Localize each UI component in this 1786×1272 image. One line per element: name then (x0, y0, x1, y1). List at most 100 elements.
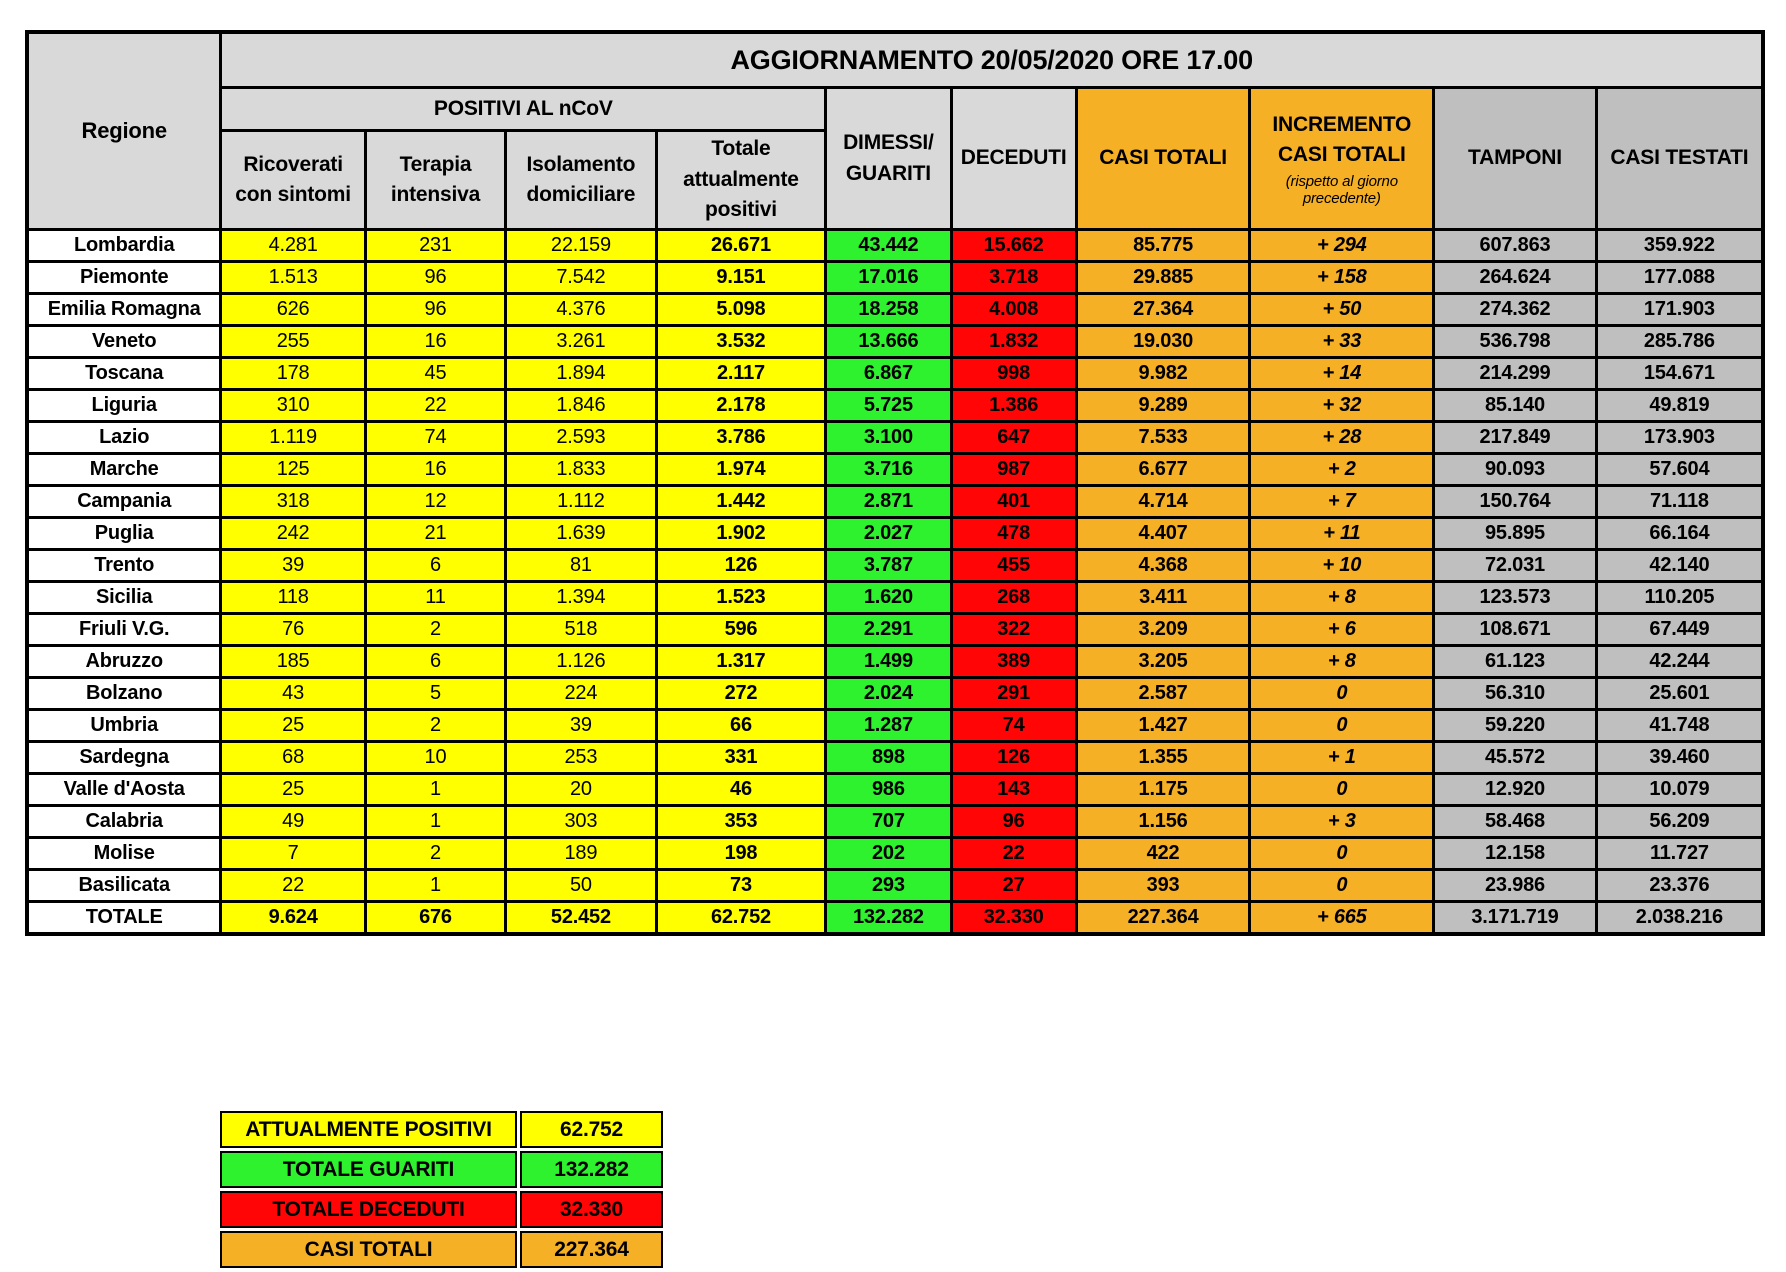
cell-casi-testati: 171.903 (1594, 292, 1765, 327)
cell-casi-totali: 3.411 (1074, 580, 1252, 615)
cell-totale-positivi: 73 (654, 868, 828, 903)
summary-table: ATTUALMENTE POSITIVI 62.752 TOTALE GUARITI… (217, 1108, 666, 1271)
cell-totale-positivi: 272 (654, 676, 828, 711)
cell-tamponi: 61.123 (1432, 644, 1598, 679)
cell-ricoverati: 7 (219, 836, 367, 871)
column-header-regione: Regione (25, 30, 223, 231)
cell-terapia: 16 (363, 324, 508, 359)
table-title: AGGIORNAMENTO 20/05/2020 ORE 17.00 (219, 30, 1765, 89)
cell-ricoverati: 22 (219, 868, 367, 903)
cell-regione: Emilia Romagna (25, 292, 223, 327)
cell-dimessi: 43.442 (824, 228, 953, 263)
summary-row: CASI TOTALI 227.364 (220, 1231, 663, 1268)
cell-dimessi: 3.100 (824, 420, 953, 455)
cell-regione: Lombardia (25, 228, 223, 263)
cell-tamponi: 150.764 (1432, 484, 1598, 519)
cell-casi-totali: 1.427 (1074, 708, 1252, 743)
cell-casi-totali: 4.368 (1074, 548, 1252, 583)
cell-casi-testati: 285.786 (1594, 324, 1765, 359)
cell-dimessi: 1.287 (824, 708, 953, 743)
cell-incremento: + 32 (1248, 388, 1436, 423)
cell-isolamento: 253 (504, 740, 658, 775)
cell-casi-testati: 42.244 (1594, 644, 1765, 679)
cell-tamponi: 59.220 (1432, 708, 1598, 743)
cell-isolamento: 81 (504, 548, 658, 583)
cell-casi-totali: 3.205 (1074, 644, 1252, 679)
cell-casi-totali: 7.533 (1074, 420, 1252, 455)
cell-casi-totali: 9.982 (1074, 356, 1252, 391)
cell-totale-positivi: 66 (654, 708, 828, 743)
cell-regione: Calabria (25, 804, 223, 839)
cell-casi-totali: 1.175 (1074, 772, 1252, 807)
cell-ricoverati: 1.513 (219, 260, 367, 295)
table-row: Lombardia 4.281 231 22.159 26.671 43.442 15.66… (25, 228, 1765, 263)
cell-isolamento: 2.593 (504, 420, 658, 455)
cell-casi-totali: 1.156 (1074, 804, 1252, 839)
cell-incremento: 0 (1248, 836, 1436, 871)
column-header-isolamento: Isolamento domiciliare (504, 129, 658, 231)
cell-isolamento: 1.394 (504, 580, 658, 615)
cell-ricoverati: 76 (219, 612, 367, 647)
table-row: Veneto 255 16 3.261 3.532 13.666 1.832 19.030 + … (25, 324, 1765, 359)
cell-deceduti: 322 (949, 612, 1078, 647)
cell-ricoverati: 626 (219, 292, 367, 327)
cell-totale-positivi: 331 (654, 740, 828, 775)
summary-label: CASI TOTALI (220, 1231, 517, 1268)
cell-incremento: + 1 (1248, 740, 1436, 775)
cell-casi-totali: 29.885 (1074, 260, 1252, 295)
cell-incremento: + 7 (1248, 484, 1436, 519)
cell-deceduti: 389 (949, 644, 1078, 679)
cell-incremento: 0 (1248, 708, 1436, 743)
cell-incremento: + 294 (1248, 228, 1436, 263)
cell-isolamento: 518 (504, 612, 658, 647)
cell-casi-totali: 422 (1074, 836, 1252, 871)
cell-incremento: + 28 (1248, 420, 1436, 455)
cell-tamponi: 58.468 (1432, 804, 1598, 839)
cell-dimessi: 2.871 (824, 484, 953, 519)
cell-isolamento: 50 (504, 868, 658, 903)
cell-dimessi: 13.666 (824, 324, 953, 359)
cell-ricoverati: 43 (219, 676, 367, 711)
cell-isolamento: 189 (504, 836, 658, 871)
cell-casi-testati: 23.376 (1594, 868, 1765, 903)
cell-regione: Toscana (25, 356, 223, 391)
cell-terapia: 5 (363, 676, 508, 711)
table-row: Liguria 310 22 1.846 2.178 5.725 1.386 9.289 + 3… (25, 388, 1765, 423)
table-row: Marche 125 16 1.833 1.974 3.716 987 6.677 + 2 90.… (25, 452, 1765, 487)
cell-terapia: 11 (363, 580, 508, 615)
cell-deceduti: 478 (949, 516, 1078, 551)
cell-dimessi: 2.024 (824, 676, 953, 711)
cell-incremento: + 14 (1248, 356, 1436, 391)
cell-totale-positivi: 2.117 (654, 356, 828, 391)
cell-terapia: 1 (363, 804, 508, 839)
cell-regione: Trento (25, 548, 223, 583)
cell-dimessi: 18.258 (824, 292, 953, 327)
cell-terapia: 12 (363, 484, 508, 519)
cell-dimessi: 3.787 (824, 548, 953, 583)
group-header-positivi: POSITIVI AL nCoV (219, 86, 828, 132)
cell-isolamento: 20 (504, 772, 658, 807)
cell-ricoverati: 242 (219, 516, 367, 551)
cell-regione: Liguria (25, 388, 223, 423)
cell-terapia: 231 (363, 228, 508, 263)
cell-ricoverati: 25 (219, 772, 367, 807)
cell-dimessi: 707 (824, 804, 953, 839)
cell-regione: Veneto (25, 324, 223, 359)
cell-deceduti: 401 (949, 484, 1078, 519)
cell-tamponi: 85.140 (1432, 388, 1598, 423)
cell-totale-positivi: 1.523 (654, 580, 828, 615)
summary-row: TOTALE DECEDUTI 32.330 (220, 1191, 663, 1228)
cell-isolamento: 22.159 (504, 228, 658, 263)
cell-totale-positivi: 2.178 (654, 388, 828, 423)
cell-ricoverati: 185 (219, 644, 367, 679)
cell-totale-positivi: 198 (654, 836, 828, 871)
summary-label: TOTALE GUARITI (220, 1151, 517, 1188)
cell-dimessi: 986 (824, 772, 953, 807)
cell-totale-positivi: 62.752 (654, 900, 828, 936)
cell-tamponi: 12.158 (1432, 836, 1598, 871)
cell-regione: Marche (25, 452, 223, 487)
summary-value: 132.282 (520, 1151, 663, 1188)
table-row: Valle d'Aosta 25 1 20 46 986 143 1.175 0 12.920 10… (25, 772, 1765, 807)
